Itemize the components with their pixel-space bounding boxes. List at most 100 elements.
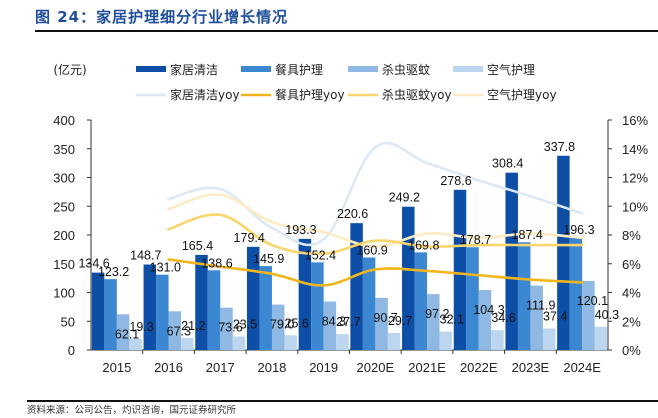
bar-2 xyxy=(530,285,543,350)
figure-title: 图 24：家居护理细分行业增长情况 xyxy=(35,8,289,26)
data-label: 29.7 xyxy=(388,314,412,328)
data-label: 138.6 xyxy=(201,256,232,270)
right-tick-label: 4% xyxy=(622,286,641,301)
data-label: 27.7 xyxy=(336,315,360,329)
left-tick-label: 0 xyxy=(68,343,75,358)
data-label: 62.1 xyxy=(115,327,139,341)
x-tick-label: 2016 xyxy=(154,360,183,375)
legend-label: 家居清洁 xyxy=(170,62,218,77)
x-tick-label: 2017 xyxy=(206,360,235,375)
legend-label: 杀虫驱蚊 xyxy=(382,62,430,77)
data-label: 160.9 xyxy=(356,243,387,257)
data-label: 40.3 xyxy=(595,308,619,322)
source-note: 资料来源：公司公告，灼识咨询，国元证券研究所 xyxy=(27,405,237,416)
data-label: 123.2 xyxy=(98,265,129,279)
bar-1 xyxy=(466,247,479,350)
data-label: 249.2 xyxy=(389,191,420,205)
data-label: 169.8 xyxy=(408,238,439,252)
data-label: 308.4 xyxy=(492,157,523,171)
data-label: 32.1 xyxy=(440,313,464,327)
bar-0 xyxy=(557,155,570,350)
data-label: 179.4 xyxy=(234,231,265,245)
left-tick-label: 350 xyxy=(53,142,75,157)
bar-2 xyxy=(116,314,130,350)
bar-0 xyxy=(350,223,363,350)
data-label: 34.6 xyxy=(491,311,515,325)
data-label: 120.1 xyxy=(577,294,608,308)
data-label: 337.8 xyxy=(544,140,575,154)
bar-0 xyxy=(505,172,518,350)
bar-1 xyxy=(207,270,221,350)
bar-3 xyxy=(594,326,608,350)
data-label: 111.9 xyxy=(526,299,555,313)
yoy-line-1 xyxy=(167,258,584,287)
bar-3 xyxy=(129,338,142,350)
left-tick-label: 400 xyxy=(53,113,75,128)
right-tick-label: 12% xyxy=(622,171,648,186)
legend-label: 餐具护理yoy xyxy=(275,87,345,102)
left-tick-label: 300 xyxy=(53,171,75,186)
data-label: 97.2 xyxy=(425,307,449,321)
left-tick-label: 150 xyxy=(53,257,75,272)
bar-2 xyxy=(168,311,182,350)
data-label: 23.5 xyxy=(233,317,257,331)
x-tick-label: 2015 xyxy=(102,360,131,375)
x-tick-label: 2019 xyxy=(309,360,338,375)
right-tick-label: 6% xyxy=(622,257,641,272)
title-divider xyxy=(35,30,658,32)
y-axis-unit-label: (亿元) xyxy=(53,62,86,77)
bar-1 xyxy=(569,237,583,350)
data-label: 37.4 xyxy=(543,309,567,323)
data-label: 152.4 xyxy=(305,248,336,262)
bar-0 xyxy=(143,264,157,350)
bar-2 xyxy=(427,294,440,350)
left-tick-label: 200 xyxy=(53,228,75,243)
bar-0 xyxy=(91,272,105,350)
yoy-line-3 xyxy=(167,193,584,248)
data-label: 21.2 xyxy=(181,319,205,333)
x-tick-label: 2022E xyxy=(460,360,498,375)
x-tick-label: 2018 xyxy=(257,360,286,375)
legend-swatch xyxy=(136,66,166,72)
legend-swatch xyxy=(348,66,378,72)
bar-2 xyxy=(220,307,233,350)
yoy-line-2 xyxy=(167,213,584,256)
bar-2 xyxy=(582,280,595,350)
data-label: 148.7 xyxy=(130,248,161,262)
legend-label: 杀虫驱蚊yoy xyxy=(382,87,452,102)
legend-label: 餐具护理 xyxy=(275,62,323,77)
right-tick-label: 8% xyxy=(622,228,641,243)
legend-label: 空气护理yoy xyxy=(487,87,557,102)
x-tick-label: 2023E xyxy=(512,360,550,375)
data-label: 165.4 xyxy=(182,239,213,253)
data-label: 196.3 xyxy=(563,223,594,237)
data-label: 84.3 xyxy=(322,315,346,329)
data-label: 19.3 xyxy=(129,320,153,334)
x-tick-label: 2024E xyxy=(563,360,601,375)
legend-swatch xyxy=(241,66,271,72)
bar-2 xyxy=(375,297,388,350)
bar-0 xyxy=(298,238,312,350)
data-label: 187.4 xyxy=(512,228,543,242)
bar-0 xyxy=(195,254,208,350)
bar-1 xyxy=(104,279,117,350)
right-tick-label: 0% xyxy=(622,343,641,358)
right-tick-label: 10% xyxy=(622,199,648,214)
bar-3 xyxy=(336,334,349,350)
left-tick-label: 100 xyxy=(53,286,75,301)
right-tick-label: 14% xyxy=(622,142,648,157)
data-label: 90.7 xyxy=(373,311,397,325)
bar-3 xyxy=(542,328,556,350)
data-label: 220.6 xyxy=(337,207,368,221)
bar-3 xyxy=(439,331,453,350)
legend-label: 空气护理 xyxy=(487,62,535,77)
data-label: 178.7 xyxy=(460,233,491,247)
data-label: 145.9 xyxy=(253,252,284,266)
bar-3 xyxy=(181,337,194,350)
bar-1 xyxy=(259,266,272,350)
bar-1 xyxy=(156,274,169,350)
bottom-divider xyxy=(27,400,658,402)
data-label: 131.0 xyxy=(150,261,181,275)
data-label: 134.6 xyxy=(78,257,109,271)
bar-2 xyxy=(323,301,337,350)
